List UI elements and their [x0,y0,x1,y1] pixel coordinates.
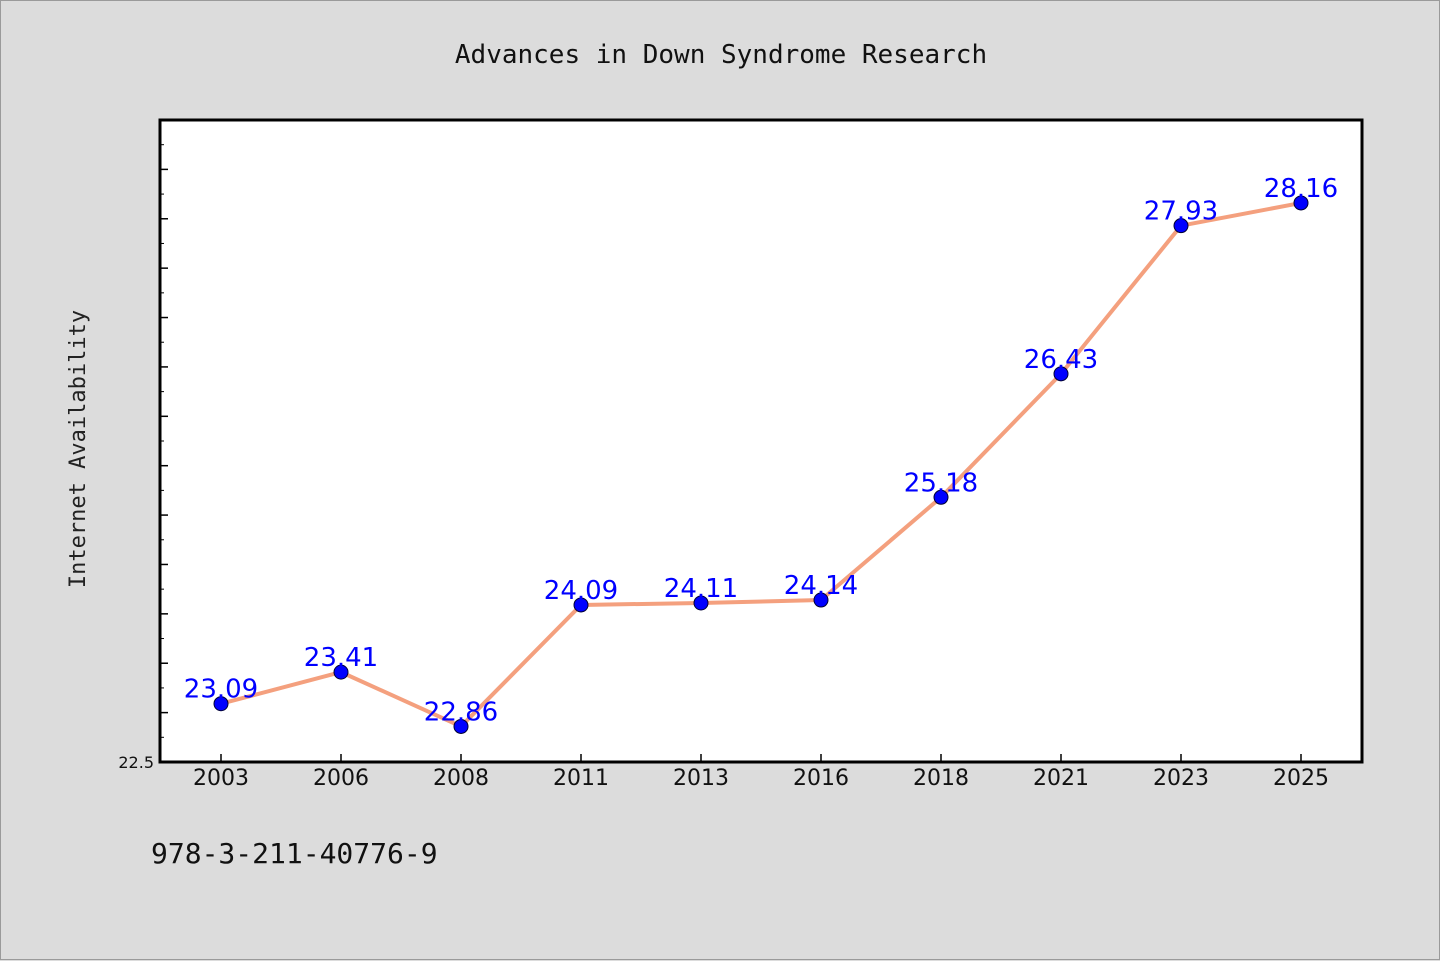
data-point [1293,195,1309,211]
x-axis-ticks: 2003 2006 2008 2011 2013 2016 2018 2021 2023 2025 [193,754,1329,791]
data-label: 23.41 [304,643,378,673]
data-point [453,718,469,734]
data-point [1053,366,1069,382]
x-tick-label: 2018 [913,766,969,791]
x-tick-label: 2016 [793,766,849,791]
data-point [573,597,589,613]
series-line-group [220,201,1302,729]
data-label: 22.86 [424,697,498,727]
x-tick-label: 2023 [1153,766,1209,791]
x-tick-label: 2006 [313,766,369,791]
data-label: 25.18 [904,468,978,498]
x-tick-label: 2025 [1273,766,1329,791]
data-point [333,664,349,680]
data-label: 28.16 [1264,174,1338,204]
data-label: 24.11 [664,574,738,604]
data-point [933,489,949,505]
x-tick-label: 2003 [193,766,249,791]
isbn-label: 978-3-211-40776-9 [151,837,438,870]
data-label: 23.09 [184,675,258,705]
data-label: 24.09 [544,576,618,606]
data-point [1173,218,1189,234]
y-axis-label: Internet Availability [66,310,91,588]
data-point [693,595,709,611]
data-label: 24.14 [784,571,858,601]
x-tick-label: 2013 [673,766,729,791]
x-tick-label: 2021 [1033,766,1089,791]
plot-area [158,118,1364,764]
x-tick-label: 2008 [433,766,489,791]
data-label: 27.93 [1144,197,1218,227]
y-tick-label: 22.5 [118,753,154,772]
chart-title: Advances in Down Syndrome Research [455,40,987,70]
y-axis-ticks: 22.5 [118,119,168,772]
series-line [220,201,1302,729]
data-label: 26.43 [1024,345,1098,375]
data-point [813,592,829,608]
data-markers [213,195,1309,734]
x-tick-label: 2011 [553,766,609,791]
data-labels: 23.09 23.41 22.86 24.09 24.11 24.14 25.18 26.43… [184,174,1338,727]
data-point [213,696,229,712]
